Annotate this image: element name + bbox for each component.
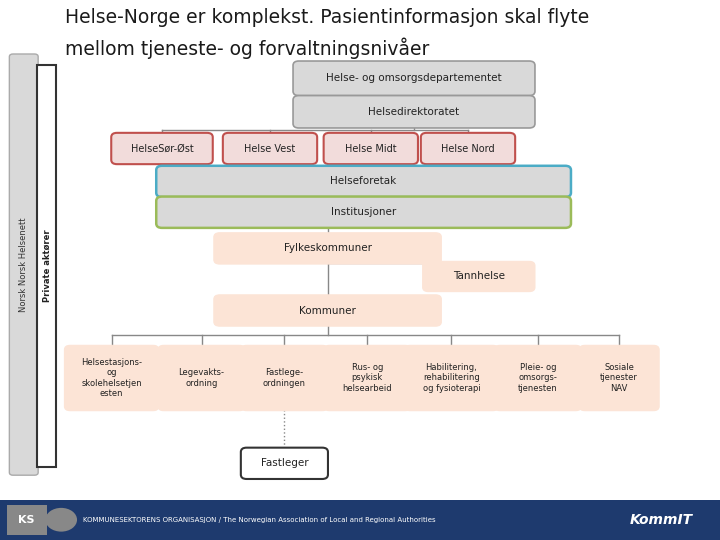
Text: Norsk Norsk Helsenett: Norsk Norsk Helsenett	[19, 217, 28, 312]
Text: Fastlege-
ordningen: Fastlege- ordningen	[263, 368, 306, 388]
FancyBboxPatch shape	[223, 133, 318, 164]
Circle shape	[45, 508, 77, 531]
FancyBboxPatch shape	[579, 346, 660, 410]
Text: Helse Midt: Helse Midt	[345, 144, 397, 153]
Text: HelseSør-Øst: HelseSør-Øst	[130, 144, 194, 153]
Text: KOMMUNESEKTORENS ORGANISASJON / The Norwegian Association of Local and Regional : KOMMUNESEKTORENS ORGANISASJON / The Norw…	[83, 517, 436, 523]
Text: Private aktører: Private aktører	[42, 230, 51, 302]
Text: Kommuner: Kommuner	[300, 306, 356, 315]
FancyBboxPatch shape	[156, 197, 571, 228]
FancyBboxPatch shape	[214, 233, 441, 264]
Text: Pleie- og
omsorgs-
tjenesten: Pleie- og omsorgs- tjenesten	[518, 363, 558, 393]
FancyBboxPatch shape	[9, 54, 38, 475]
Text: Habilitering,
rehabilitering
og fysioterapi: Habilitering, rehabilitering og fysioter…	[423, 363, 480, 393]
FancyBboxPatch shape	[293, 96, 535, 128]
Text: Fastleger: Fastleger	[261, 458, 308, 468]
FancyBboxPatch shape	[111, 133, 213, 164]
Text: Sosiale
tjenester
NAV: Sosiale tjenester NAV	[600, 363, 638, 393]
FancyBboxPatch shape	[423, 261, 535, 292]
Text: Helse- og omsorgsdepartementet: Helse- og omsorgsdepartementet	[326, 73, 502, 83]
Text: Helse Nord: Helse Nord	[441, 144, 495, 153]
Text: Helse-Norge er komplekst. Pasientinformasjon skal flyte: Helse-Norge er komplekst. Pasientinforma…	[65, 8, 589, 27]
Text: Rus- og
psykisk
helsearbeid: Rus- og psykisk helsearbeid	[343, 363, 392, 393]
FancyBboxPatch shape	[156, 166, 571, 197]
FancyBboxPatch shape	[405, 346, 498, 410]
FancyBboxPatch shape	[65, 346, 158, 410]
FancyBboxPatch shape	[494, 346, 582, 410]
FancyBboxPatch shape	[324, 346, 410, 410]
Text: mellom tjeneste- og forvaltningsnivåer: mellom tjeneste- og forvaltningsnivåer	[65, 38, 429, 59]
Text: Helsedirektoratet: Helsedirektoratet	[369, 107, 459, 117]
Text: Tannhelse: Tannhelse	[453, 272, 505, 281]
Text: Institusjoner: Institusjoner	[331, 207, 396, 217]
FancyBboxPatch shape	[293, 61, 535, 96]
Text: Helseforetak: Helseforetak	[330, 177, 397, 186]
FancyBboxPatch shape	[158, 346, 245, 410]
FancyBboxPatch shape	[214, 295, 441, 326]
Bar	[7, 505, 47, 535]
FancyBboxPatch shape	[240, 346, 328, 410]
FancyBboxPatch shape	[420, 133, 516, 164]
Text: Helse Vest: Helse Vest	[244, 144, 296, 153]
Text: Fylkeskommuner: Fylkeskommuner	[284, 244, 372, 253]
Text: KS: KS	[19, 515, 35, 525]
Text: Legevakts-
ordning: Legevakts- ordning	[179, 368, 225, 388]
Bar	[0, 500, 720, 540]
Text: Helsestasjons-
og
skolehelsetjen
esten: Helsestasjons- og skolehelsetjen esten	[81, 358, 142, 398]
Text: KommIT: KommIT	[630, 513, 693, 526]
FancyBboxPatch shape	[240, 448, 328, 479]
FancyBboxPatch shape	[324, 133, 418, 164]
FancyBboxPatch shape	[37, 65, 56, 467]
